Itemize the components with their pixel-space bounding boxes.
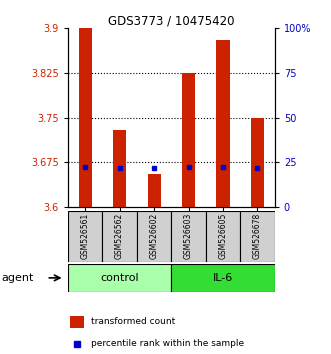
Text: percentile rank within the sample: percentile rank within the sample	[91, 339, 244, 348]
Text: IL-6: IL-6	[213, 273, 233, 283]
Bar	[171, 211, 206, 262]
Bar	[206, 211, 240, 262]
Bar	[216, 40, 230, 207]
Text: control: control	[100, 273, 139, 283]
Bar	[171, 264, 275, 292]
Bar	[137, 211, 171, 262]
Title: GDS3773 / 10475420: GDS3773 / 10475420	[108, 14, 235, 27]
Bar	[102, 211, 137, 262]
Bar	[68, 211, 102, 262]
Bar	[68, 264, 171, 292]
Bar	[251, 118, 264, 207]
Text: GSM526603: GSM526603	[184, 213, 193, 259]
Bar	[240, 211, 275, 262]
Text: agent: agent	[2, 273, 34, 283]
Text: GSM526605: GSM526605	[218, 213, 227, 259]
Bar	[70, 316, 84, 327]
Bar	[113, 130, 126, 207]
Text: GSM526561: GSM526561	[80, 213, 90, 259]
Bar	[182, 73, 195, 207]
Text: GSM526602: GSM526602	[150, 213, 159, 259]
Text: transformed count: transformed count	[91, 317, 175, 326]
Bar	[148, 174, 161, 207]
Text: GSM526678: GSM526678	[253, 213, 262, 259]
Bar	[78, 28, 92, 207]
Text: GSM526562: GSM526562	[115, 213, 124, 259]
